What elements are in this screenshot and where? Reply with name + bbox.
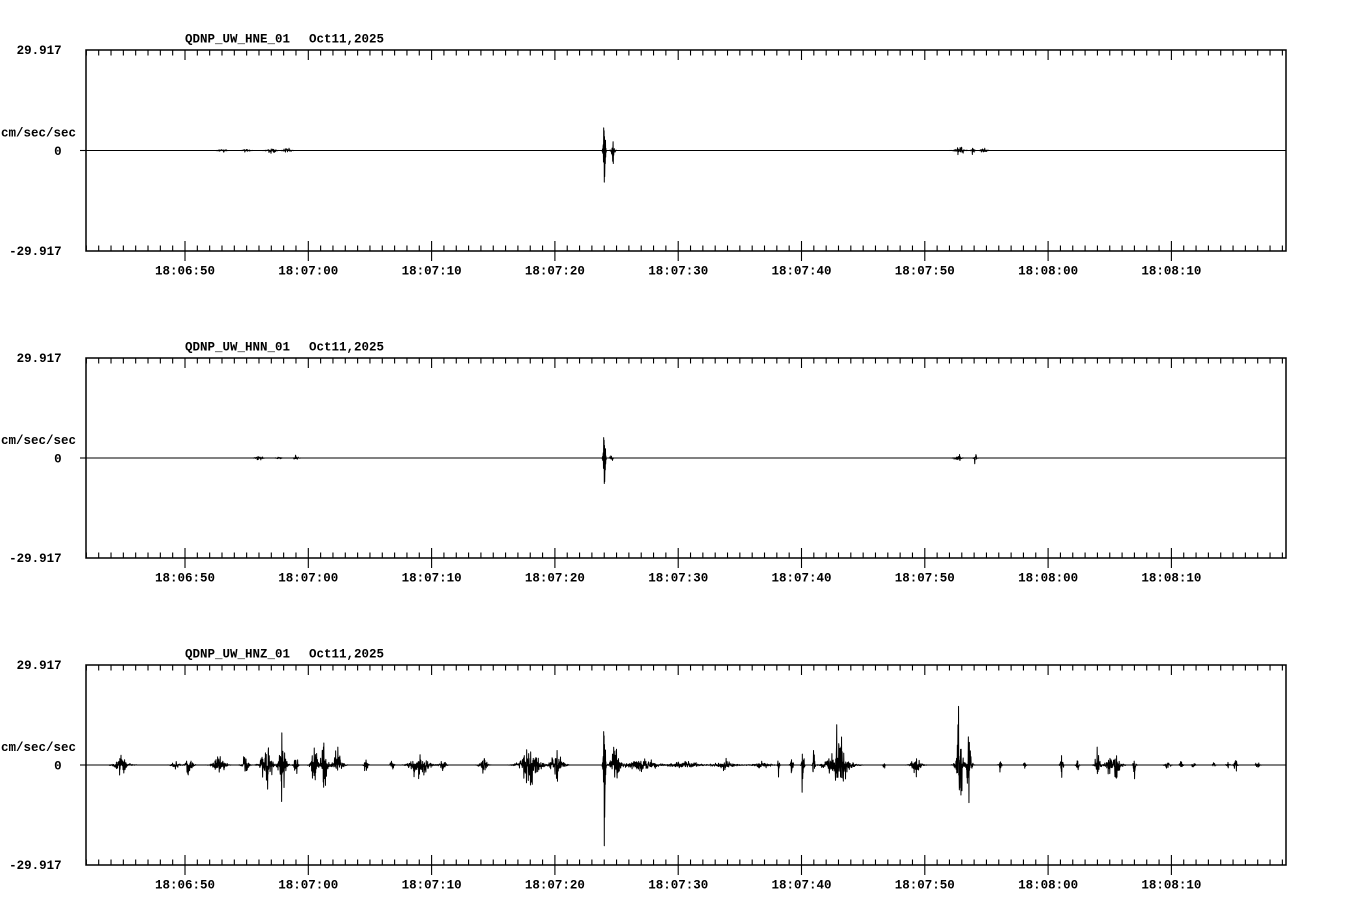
svg-text:18:07:50: 18:07:50 <box>895 879 955 893</box>
svg-text:18:07:00: 18:07:00 <box>278 879 338 893</box>
svg-text:18:08:00: 18:08:00 <box>1018 572 1078 586</box>
svg-text:18:08:10: 18:08:10 <box>1141 265 1201 279</box>
svg-text:18:08:00: 18:08:00 <box>1018 879 1078 893</box>
svg-text:Oct11,2025: Oct11,2025 <box>309 340 384 354</box>
svg-text:cm/sec/sec: cm/sec/sec <box>1 434 76 448</box>
svg-text:29.917: 29.917 <box>17 659 62 673</box>
svg-text:18:07:20: 18:07:20 <box>525 572 585 586</box>
svg-text:18:07:50: 18:07:50 <box>895 265 955 279</box>
svg-text:29.917: 29.917 <box>17 44 62 58</box>
svg-text:18:07:50: 18:07:50 <box>895 572 955 586</box>
svg-text:cm/sec/sec: cm/sec/sec <box>1 741 76 755</box>
svg-text:-29.917: -29.917 <box>9 245 62 259</box>
svg-text:18:07:00: 18:07:00 <box>278 265 338 279</box>
svg-text:-29.917: -29.917 <box>9 552 62 566</box>
svg-text:18:07:10: 18:07:10 <box>402 572 462 586</box>
svg-text:18:07:00: 18:07:00 <box>278 572 338 586</box>
svg-text:18:06:50: 18:06:50 <box>155 265 215 279</box>
svg-text:18:06:50: 18:06:50 <box>155 879 215 893</box>
svg-text:18:07:40: 18:07:40 <box>771 879 831 893</box>
svg-text:29.917: 29.917 <box>17 352 62 366</box>
svg-text:0: 0 <box>54 760 62 774</box>
svg-text:18:06:50: 18:06:50 <box>155 572 215 586</box>
svg-text:18:08:00: 18:08:00 <box>1018 265 1078 279</box>
svg-text:QDNP_UW_HNZ_01: QDNP_UW_HNZ_01 <box>185 647 290 661</box>
svg-text:18:07:30: 18:07:30 <box>648 879 708 893</box>
svg-text:cm/sec/sec: cm/sec/sec <box>1 127 76 141</box>
svg-text:18:08:10: 18:08:10 <box>1141 879 1201 893</box>
svg-text:18:07:20: 18:07:20 <box>525 265 585 279</box>
svg-text:18:07:10: 18:07:10 <box>402 265 462 279</box>
svg-text:18:07:30: 18:07:30 <box>648 572 708 586</box>
svg-text:18:07:10: 18:07:10 <box>402 879 462 893</box>
svg-text:0: 0 <box>54 453 62 467</box>
svg-text:18:07:30: 18:07:30 <box>648 265 708 279</box>
svg-text:0: 0 <box>54 145 62 159</box>
svg-text:18:07:40: 18:07:40 <box>771 265 831 279</box>
svg-text:18:07:20: 18:07:20 <box>525 879 585 893</box>
svg-text:QDNP_UW_HNN_01: QDNP_UW_HNN_01 <box>185 340 290 354</box>
svg-text:QDNP_UW_HNE_01: QDNP_UW_HNE_01 <box>185 32 290 46</box>
svg-text:-29.917: -29.917 <box>9 859 62 873</box>
svg-text:18:07:40: 18:07:40 <box>771 572 831 586</box>
svg-text:Oct11,2025: Oct11,2025 <box>309 32 384 46</box>
svg-text:Oct11,2025: Oct11,2025 <box>309 647 384 661</box>
svg-text:18:08:10: 18:08:10 <box>1141 572 1201 586</box>
